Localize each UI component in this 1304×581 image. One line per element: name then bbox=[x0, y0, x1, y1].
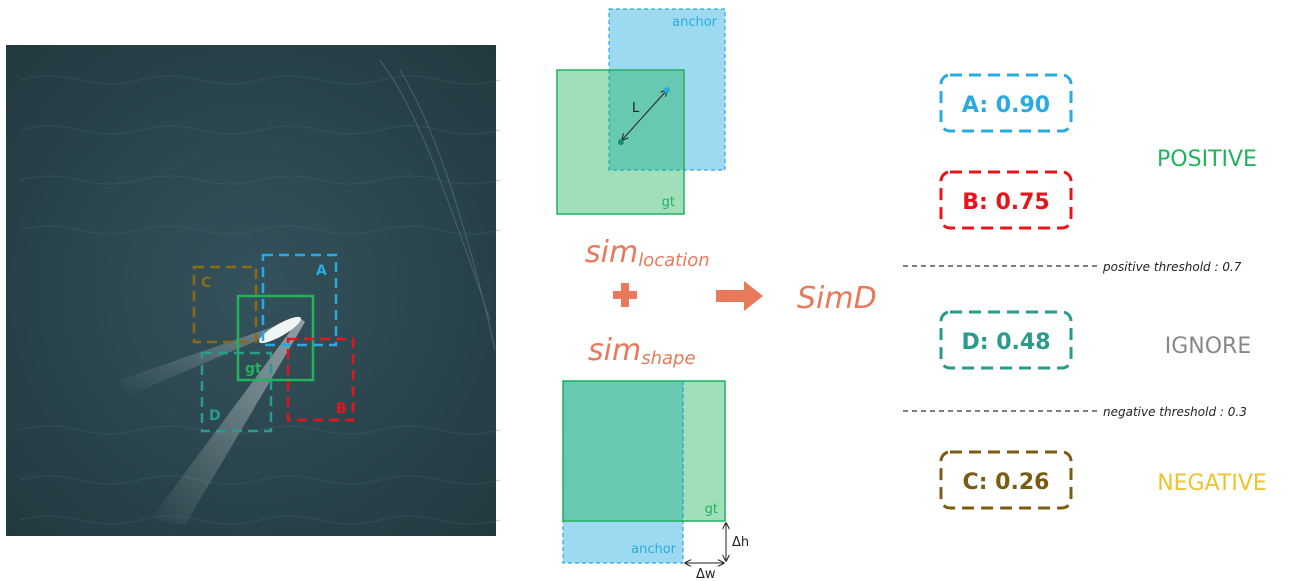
dh-label: Δh bbox=[732, 535, 749, 550]
distance-label: L bbox=[632, 101, 640, 116]
plus-icon bbox=[613, 283, 637, 307]
shape-diagram: gt anchor Δh Δw bbox=[562, 380, 749, 581]
wave-texture bbox=[19, 59, 501, 525]
box-b-label: B bbox=[336, 401, 347, 417]
category-positive: POSITIVE bbox=[1157, 147, 1257, 172]
box-c-label: C bbox=[201, 275, 211, 291]
location-gt-label: gt bbox=[662, 195, 675, 210]
score-box-a bbox=[939, 73, 1073, 133]
box-c bbox=[192, 265, 258, 344]
formula: simlocation SimD simshape bbox=[585, 235, 877, 369]
location-diagram: anchor gt L bbox=[556, 8, 726, 215]
box-b bbox=[286, 337, 355, 422]
shape-anchor-label: anchor bbox=[631, 542, 677, 557]
score-box-d bbox=[939, 310, 1073, 370]
box-a-label: A bbox=[316, 263, 327, 279]
box-gt-label: gt bbox=[245, 361, 262, 377]
distance-arrow bbox=[622, 90, 667, 140]
location-anchor-label: anchor bbox=[672, 15, 718, 30]
simd-label: SimD bbox=[797, 281, 877, 316]
anchor-center-dot bbox=[664, 87, 670, 93]
score-d: D: 0.48 bbox=[962, 330, 1051, 355]
arrow-right-icon bbox=[716, 281, 763, 311]
score-box-c bbox=[939, 450, 1073, 510]
threshold-positive: positive threshold : 0.7 bbox=[903, 260, 1242, 274]
score-b: B: 0.75 bbox=[962, 190, 1050, 215]
sim-location-term: simlocation bbox=[585, 235, 710, 271]
gt-center-dot bbox=[618, 139, 624, 145]
sim-shape-term: simshape bbox=[588, 333, 696, 369]
threshold-negative: negative threshold : 0.3 bbox=[903, 405, 1247, 419]
satellite-photo: C A gt D B bbox=[6, 45, 501, 536]
score-box-b bbox=[939, 170, 1073, 230]
sea-background bbox=[6, 45, 496, 536]
box-a bbox=[261, 253, 338, 347]
dw-label: Δw bbox=[696, 567, 716, 581]
threshold-positive-label: positive threshold : 0.7 bbox=[1102, 260, 1242, 274]
threshold-negative-label: negative threshold : 0.3 bbox=[1103, 405, 1247, 419]
score-boxes: A: 0.90 B: 0.75 D: 0.48 C: 0.26 bbox=[939, 73, 1073, 510]
score-a: A: 0.90 bbox=[962, 93, 1050, 118]
box-d-label: D bbox=[209, 408, 221, 424]
shape-gt-box bbox=[562, 380, 726, 522]
category-negative: NEGATIVE bbox=[1157, 471, 1267, 496]
ship-wake bbox=[150, 318, 305, 525]
box-d bbox=[200, 351, 273, 433]
ship bbox=[259, 316, 301, 344]
score-c: C: 0.26 bbox=[963, 470, 1050, 495]
shape-gt-label: gt bbox=[705, 502, 718, 517]
category-ignore: IGNORE bbox=[1165, 334, 1252, 359]
